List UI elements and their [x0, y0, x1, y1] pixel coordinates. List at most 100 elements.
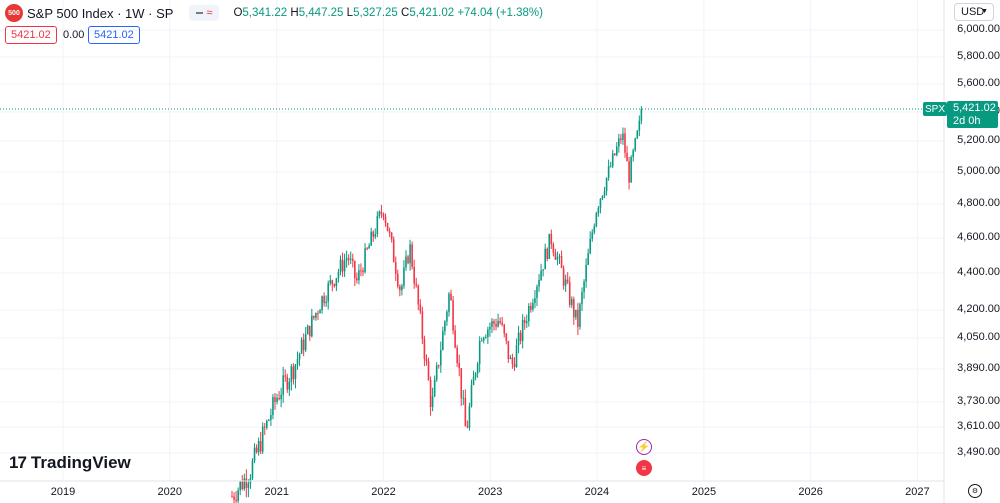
candle-body — [454, 330, 456, 348]
candle-down — [278, 391, 280, 401]
price-tick-label: 4,400.00 — [957, 266, 1000, 278]
candle-body — [329, 280, 332, 284]
candle-body — [390, 232, 393, 240]
price-tick-label: 3,610.00 — [957, 420, 1000, 432]
candle-down — [302, 333, 305, 357]
candle-down — [241, 475, 244, 491]
candle-body — [376, 215, 379, 235]
candle-down — [351, 253, 354, 268]
candle-down — [464, 389, 467, 427]
candle-up — [532, 298, 534, 312]
candle-up — [325, 295, 327, 307]
candle-up — [587, 248, 589, 266]
spx-logo: 500 — [5, 4, 23, 22]
currency-select[interactable]: USD ▼ — [954, 3, 994, 21]
candle-body — [613, 153, 616, 156]
candle-up — [280, 387, 282, 408]
candle-down — [356, 272, 358, 284]
candle-body — [544, 248, 546, 270]
candle-body — [347, 258, 350, 260]
buy-price-box[interactable]: 5421.02 — [88, 26, 140, 44]
candle-body — [241, 481, 244, 489]
time-tick-label: 2022 — [371, 486, 396, 498]
candle-body — [458, 363, 461, 369]
candle-up — [315, 312, 317, 321]
candle-body — [566, 279, 569, 283]
candle-body — [603, 191, 606, 196]
candle-up — [609, 161, 612, 168]
tradingview-logo[interactable]: 17 TradingView — [9, 453, 131, 473]
candle-down — [573, 296, 575, 326]
candle-up — [243, 473, 246, 491]
candle-down — [413, 259, 415, 289]
candle-up — [480, 337, 483, 342]
candle-body — [442, 331, 444, 350]
candle-body — [640, 109, 643, 121]
candle-body — [407, 256, 409, 264]
candle-up — [358, 264, 360, 285]
candle-up — [634, 137, 637, 152]
gear-icon[interactable]: ⚙ — [968, 484, 982, 498]
legend-toggle[interactable]: ≈ — [189, 5, 220, 21]
candle-body — [485, 336, 487, 338]
candle-body — [527, 306, 530, 322]
candle-up — [536, 284, 538, 307]
candle-body — [380, 211, 383, 214]
candle-down — [382, 212, 385, 221]
candle-body — [519, 332, 522, 341]
candle-body — [374, 234, 377, 237]
candle-up — [405, 250, 407, 271]
candle-down — [415, 277, 418, 288]
candle-body — [622, 133, 624, 140]
candle-body — [601, 195, 604, 199]
time-tick-label: 2024 — [584, 486, 610, 498]
candle-up — [446, 309, 448, 326]
candle-up — [558, 253, 561, 265]
candle-body — [366, 248, 368, 250]
candle-down — [341, 252, 344, 277]
candle-down — [530, 302, 532, 313]
lightning-icon[interactable]: ⚡ — [636, 439, 652, 455]
candle-down — [452, 296, 454, 335]
candle-body — [591, 232, 594, 239]
candle-up — [276, 393, 278, 405]
candle-body — [298, 353, 301, 360]
candle-body — [319, 310, 321, 314]
candle-body — [343, 260, 346, 272]
candle-up — [403, 260, 405, 289]
candle-up — [296, 351, 299, 370]
candle-body — [474, 373, 477, 378]
candle-down — [513, 357, 516, 371]
candle-body — [587, 253, 589, 265]
candle-body — [448, 293, 450, 312]
candle-body — [425, 358, 428, 362]
time-tick-label: 2025 — [691, 486, 717, 498]
candle-body — [327, 283, 330, 302]
candle-body — [362, 270, 364, 273]
candle-up — [599, 198, 602, 214]
sell-price-box[interactable]: 5421.02 — [5, 26, 57, 44]
candle-body — [618, 138, 620, 147]
candle-down — [231, 490, 233, 498]
candle-up — [638, 115, 641, 137]
candle-up — [640, 106, 643, 125]
candle-body — [628, 161, 630, 183]
candle-up — [370, 227, 372, 246]
candle-down — [417, 284, 420, 311]
candle-body — [333, 284, 336, 287]
candle-body — [358, 270, 360, 281]
candle-body — [433, 379, 436, 397]
candle-down — [501, 316, 503, 327]
price-tick-label: 4,200.00 — [957, 303, 1000, 315]
candle-up — [468, 402, 471, 431]
time-tick-label: 2021 — [264, 486, 289, 498]
us-flag-icon[interactable]: ≡ — [636, 460, 652, 476]
bar-countdown: 2d 0h — [953, 115, 981, 127]
symbol-title[interactable]: S&P 500 Index · 1W · SP — [27, 5, 174, 21]
candle-body — [274, 397, 276, 402]
candle-body — [503, 324, 506, 334]
candle-body — [431, 396, 434, 408]
candle-body — [364, 248, 366, 273]
candle-up — [247, 479, 250, 498]
